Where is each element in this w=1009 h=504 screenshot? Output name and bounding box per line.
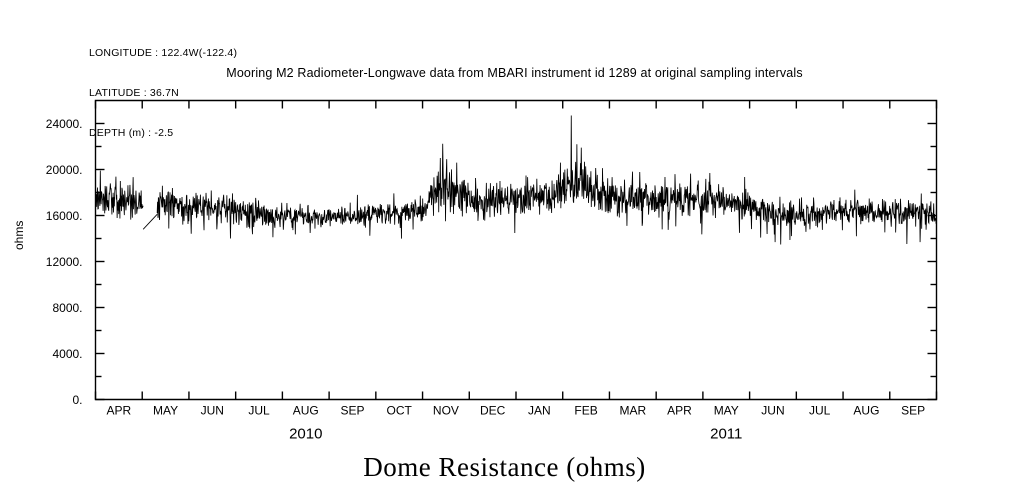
x-month-label: OCT — [387, 404, 413, 418]
gap-interpolation-line — [142, 214, 158, 230]
data-trace — [95, 115, 937, 245]
x-month-label: MAR — [619, 404, 646, 418]
bottom-title: Dome Resistance (ohms) — [0, 452, 1009, 483]
x-year-label: 2011 — [710, 426, 742, 443]
y-tick-label: 4000. — [52, 347, 82, 361]
x-month-label: NOV — [433, 404, 459, 418]
y-tick-label: 0. — [72, 393, 82, 407]
metadata-block: LONGITUDE : 122.4W(-122.4) LATITUDE : 36… — [89, 21, 237, 166]
plot-frame — [94, 99, 938, 401]
y-tick-label: 12000. — [46, 255, 83, 269]
x-year-label: 2010 — [289, 426, 322, 443]
x-month-label: MAY — [714, 404, 739, 418]
y-tick-label: 20000. — [46, 163, 83, 177]
x-month-label: APR — [667, 404, 692, 418]
depth-text: DEPTH (m) : -2.5 — [89, 126, 174, 139]
x-month-label: SEP — [901, 404, 925, 418]
x-month-label: SEP — [340, 404, 364, 418]
trace-segment — [95, 170, 144, 220]
x-month-label: FEB — [574, 404, 597, 418]
x-month-label: DEC — [480, 404, 506, 418]
y-tick-label: 16000. — [46, 209, 83, 223]
x-month-label: JUN — [201, 404, 224, 418]
x-month-label: JUL — [809, 404, 831, 418]
chart-title: Mooring M2 Radiometer-Longwave data from… — [0, 66, 1009, 80]
chart-title-text: Mooring M2 Radiometer-Longwave data from… — [226, 66, 803, 80]
trace-segment — [156, 115, 937, 245]
latitude-text: LATITUDE : 36.7N — [89, 87, 179, 100]
y-tick-label: 24000. — [46, 117, 83, 131]
bottom-title-text: Dome Resistance (ohms) — [363, 452, 646, 482]
x-month-label: JUN — [761, 404, 784, 418]
x-month-label: AUG — [853, 404, 879, 418]
x-month-label: AUG — [293, 404, 319, 418]
x-month-label: JAN — [528, 404, 551, 418]
x-month-label: APR — [107, 404, 132, 418]
x-month-label: JUL — [248, 404, 270, 418]
x-month-label: MAY — [153, 404, 178, 418]
y-tick-label: 8000. — [52, 301, 82, 315]
longitude-text: LONGITUDE : 122.4W(-122.4) — [89, 47, 238, 60]
